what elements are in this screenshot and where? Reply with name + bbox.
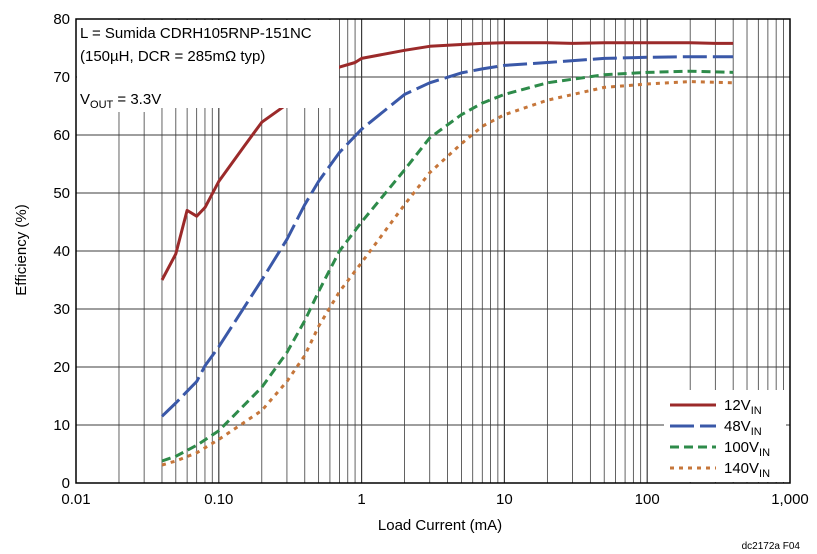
- legend-label: 140VIN: [724, 460, 770, 480]
- legend-label: 48VIN: [724, 418, 762, 438]
- legend-label: 12VIN: [724, 397, 762, 417]
- x-tick-label: 100: [635, 491, 660, 508]
- y-tick-label: 40: [53, 243, 70, 260]
- y-axis-label: Efficiency (%): [13, 204, 30, 295]
- figure-reference: dc2172a F04: [742, 541, 801, 552]
- annotation-inductor-spec: (150µH, DCR = 285mΩ typ): [80, 48, 265, 65]
- annotation-vout-main: V: [80, 91, 90, 108]
- x-tick-label: 0.10: [204, 491, 233, 508]
- y-tick-label: 60: [53, 127, 70, 144]
- x-tick-label: 10: [496, 491, 513, 508]
- annotation-inductor: L = Sumida CDRH105RNP-151NC: [80, 25, 312, 42]
- y-tick-label: 70: [53, 69, 70, 86]
- y-tick-labels: 0 10 20 30 40 50 60 70 80: [53, 11, 70, 492]
- y-tick-label: 30: [53, 301, 70, 318]
- series-line-100v: [161, 69, 734, 463]
- y-tick-label: 80: [53, 11, 70, 28]
- y-tick-label: 20: [53, 359, 70, 376]
- annotation-vout-sub: OUT: [90, 99, 114, 111]
- series-line-48v: [160, 55, 734, 418]
- y-tick-label: 10: [53, 417, 70, 434]
- annotation-vout-rest: = 3.3V: [113, 91, 161, 108]
- x-tick-labels: 0.01 0.10 1 10 100 1,000: [61, 491, 808, 508]
- plot-frame: [75, 18, 791, 484]
- x-tick-label: 1,000: [771, 491, 809, 508]
- x-axis-label: Load Current (mA): [378, 517, 502, 534]
- y-tick-label: 0: [62, 475, 70, 492]
- series-line-12v: [160, 41, 734, 281]
- x-tick-label: 1: [357, 491, 365, 508]
- y-tick-label: 50: [53, 185, 70, 202]
- legend-label: 100VIN: [724, 439, 770, 459]
- series-layer: [160, 41, 734, 467]
- annotation-vout-background: [77, 86, 157, 112]
- series-line-140v: [161, 80, 734, 467]
- x-tick-label: 0.01: [61, 491, 90, 508]
- annotation-vout: VOUT = 3.3V: [80, 91, 161, 111]
